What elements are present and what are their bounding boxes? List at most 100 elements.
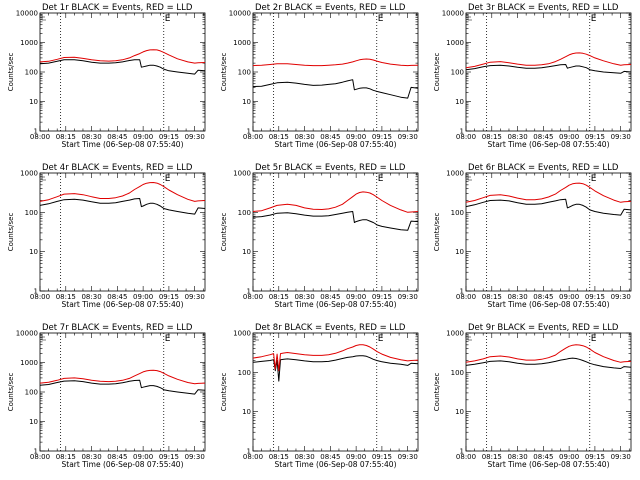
y-axis-label: Counts/sec — [433, 213, 441, 252]
time-marker-label: E — [378, 174, 384, 184]
y-tick-label: 10 — [29, 418, 38, 426]
events-series-line — [39, 379, 206, 395]
y-tick-label: 10 — [29, 248, 38, 256]
y-tick-label: 1000 — [233, 330, 251, 338]
x-tick-label: 08:30 — [81, 133, 101, 141]
y-tick-label: 1 — [460, 448, 464, 456]
corner-marker-icon — [467, 14, 472, 21]
x-tick-label: 09:15 — [372, 293, 392, 301]
x-axis-label: Start Time (06-Sep-08 07:55:40) — [62, 300, 184, 309]
x-tick-label: 09:30 — [398, 453, 418, 461]
y-tick-label: 100 — [25, 209, 38, 217]
x-tick-label: 08:00 — [243, 133, 263, 141]
detector-panel-5: Det 5r BLACK = Events, RED = LLD 1 10 100 10… — [220, 163, 419, 309]
x-tick-label: 09:30 — [611, 453, 631, 461]
y-tick-label: 1000 — [446, 330, 464, 338]
events-series-line — [252, 355, 419, 382]
x-tick-label: 08:00 — [243, 293, 263, 301]
y-tick-label: 100 — [451, 69, 464, 77]
lld-series-line — [39, 182, 206, 202]
x-tick-label: 09:00 — [346, 453, 366, 461]
time-marker-label: E — [378, 14, 384, 24]
x-tick-label: 08:15 — [269, 133, 289, 141]
x-tick-label: 08:15 — [56, 293, 76, 301]
events-series-line — [465, 64, 632, 74]
x-tick-label: 09:00 — [559, 133, 579, 141]
x-tick-label: 08:00 — [30, 133, 50, 141]
x-axis-label: Start Time (06-Sep-08 07:55:40) — [62, 460, 184, 469]
y-tick-label: 10 — [455, 408, 464, 416]
y-tick-label: 1000 — [20, 359, 38, 367]
x-tick-label: 08:15 — [269, 293, 289, 301]
x-tick-label: 08:00 — [456, 453, 476, 461]
x-tick-label: 09:15 — [159, 133, 179, 141]
x-tick-label: 08:45 — [533, 453, 553, 461]
x-tick-label: 09:30 — [611, 293, 631, 301]
plot-frame — [252, 332, 419, 452]
y-axis-label: Counts/sec — [220, 53, 228, 92]
x-tick-label: 09:15 — [159, 453, 179, 461]
x-axis-label: Start Time (06-Sep-08 07:55:40) — [488, 140, 610, 149]
y-tick-label: 1 — [247, 128, 251, 136]
time-marker-label: E — [591, 14, 597, 24]
x-tick-label: 08:45 — [533, 293, 553, 301]
y-tick-label: 10000 — [229, 10, 251, 18]
y-tick-label: 1 — [460, 288, 464, 296]
x-axis-label: Start Time (06-Sep-08 07:55:40) — [275, 300, 397, 309]
events-series-line — [39, 59, 206, 75]
detector-panel-8: Det 8r BLACK = Events, RED = LLD 1 10 100 10… — [220, 323, 419, 469]
plot-frame — [252, 172, 419, 292]
x-tick-label: 08:15 — [482, 133, 502, 141]
y-tick-label: 10000 — [16, 330, 38, 338]
x-tick-label: 09:30 — [185, 293, 205, 301]
x-tick-label: 08:45 — [320, 293, 340, 301]
x-tick-label: 08:00 — [456, 293, 476, 301]
y-tick-label: 1 — [34, 128, 38, 136]
y-tick-label: 1000 — [20, 39, 38, 47]
y-tick-label: 10 — [242, 408, 251, 416]
y-axis-label: Counts/sec — [433, 53, 441, 92]
x-tick-label: 08:30 — [294, 133, 314, 141]
x-tick-label: 08:30 — [81, 453, 101, 461]
x-tick-label: 09:15 — [372, 133, 392, 141]
time-marker-label: E — [165, 334, 171, 344]
y-tick-label: 10 — [29, 98, 38, 106]
y-axis-label: Counts/sec — [220, 213, 228, 252]
y-tick-label: 10 — [242, 248, 251, 256]
x-tick-label: 09:00 — [559, 293, 579, 301]
x-tick-label: 08:15 — [56, 133, 76, 141]
x-tick-label: 09:15 — [585, 133, 605, 141]
lld-series-line — [252, 191, 419, 213]
y-tick-label: 1 — [460, 128, 464, 136]
y-tick-label: 100 — [238, 369, 251, 377]
chart-title: Det 6r BLACK = Events, RED = LLD — [468, 163, 619, 173]
x-tick-label: 09:00 — [133, 453, 153, 461]
y-axis-label: Counts/sec — [220, 373, 228, 412]
lld-series-line — [252, 344, 419, 372]
y-tick-label: 1 — [247, 288, 251, 296]
y-tick-label: 100 — [238, 209, 251, 217]
chart-title: Det 1r BLACK = Events, RED = LLD — [42, 3, 193, 13]
y-axis-label: Counts/sec — [7, 213, 15, 252]
y-tick-label: 100 — [451, 369, 464, 377]
y-tick-label: 10000 — [16, 10, 38, 18]
y-tick-label: 1000 — [446, 39, 464, 47]
y-axis-label: Counts/sec — [7, 373, 15, 412]
x-axis-label: Start Time (06-Sep-08 07:55:40) — [488, 460, 610, 469]
lld-series-line — [39, 369, 206, 385]
chart-title: Det 7r BLACK = Events, RED = LLD — [42, 323, 193, 333]
plot-frame — [465, 172, 632, 292]
x-tick-label: 08:15 — [482, 453, 502, 461]
x-axis-label: Start Time (06-Sep-08 07:55:40) — [275, 140, 397, 149]
x-tick-label: 09:30 — [398, 133, 418, 141]
y-tick-label: 100 — [25, 389, 38, 397]
plot-frame — [252, 12, 419, 132]
events-series-line — [252, 79, 419, 99]
detector-panel-2: Det 2r BLACK = Events, RED = LLD 1 10 100 10… — [220, 3, 419, 149]
x-tick-label: 08:15 — [269, 453, 289, 461]
x-tick-label: 09:15 — [159, 293, 179, 301]
y-tick-label: 1 — [34, 448, 38, 456]
y-tick-label: 1000 — [20, 170, 38, 178]
x-tick-label: 08:45 — [320, 453, 340, 461]
y-tick-label: 100 — [451, 209, 464, 217]
